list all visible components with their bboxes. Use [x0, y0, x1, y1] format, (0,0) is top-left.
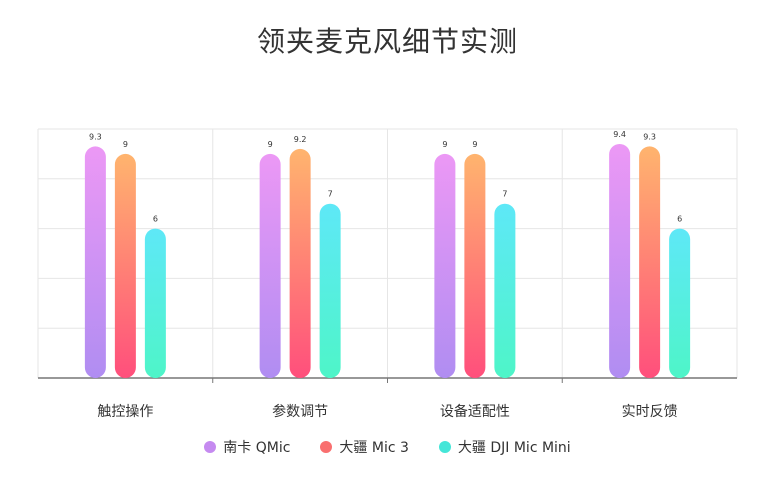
legend-label: 南卡 QMic	[223, 440, 291, 456]
bar	[289, 148, 311, 378]
bar	[84, 146, 106, 378]
bar	[144, 228, 166, 378]
bar	[319, 203, 341, 378]
bar	[494, 203, 516, 378]
data-label: 9	[472, 140, 477, 149]
legend-item[interactable]: 大疆 DJI Mic Mini	[438, 437, 571, 457]
legend: 南卡 QMic 大疆 Mic 3 大疆 DJI Mic Mini	[0, 437, 775, 457]
legend-swatch	[438, 441, 451, 453]
data-label: 9	[123, 140, 128, 149]
data-label: 9.3	[643, 132, 656, 141]
bar	[639, 146, 661, 378]
legend-item[interactable]: 南卡 QMic	[204, 437, 290, 457]
bar	[259, 153, 281, 378]
bar	[609, 143, 631, 378]
data-label: 9	[442, 140, 447, 149]
bar	[464, 153, 486, 378]
data-label: 7	[328, 190, 333, 199]
bar-chart: 9.3 9 6 9 9.2 7 9 9 7 9.4 9.3 6 触控操作 参数调节 设备适配性 实时反馈	[37, 128, 738, 420]
x-tick-label: 实时反馈	[622, 404, 678, 420]
data-label: 9.3	[89, 132, 102, 141]
data-label: 6	[677, 215, 682, 224]
data-label: 9	[268, 140, 273, 149]
x-tick-label: 参数调节	[272, 403, 328, 420]
legend-item[interactable]: 大疆 Mic 3	[320, 437, 409, 457]
data-label: 9.2	[294, 135, 307, 144]
legend-label: 大疆 DJI Mic Mini	[457, 440, 571, 456]
chart-title: 领夹麦克风细节实测	[256, 25, 518, 58]
data-label: 9.4	[613, 130, 626, 139]
bar	[434, 153, 456, 378]
bar	[114, 153, 136, 378]
data-label: 6	[153, 215, 158, 224]
legend-swatch	[204, 441, 217, 453]
legend-label: 大疆 Mic 3	[339, 440, 409, 456]
bar	[669, 228, 691, 378]
x-tick-label: 触控操作	[97, 404, 153, 420]
legend-swatch	[320, 441, 333, 453]
data-label: 7	[502, 190, 507, 199]
x-tick-label: 设备适配性	[440, 403, 510, 420]
